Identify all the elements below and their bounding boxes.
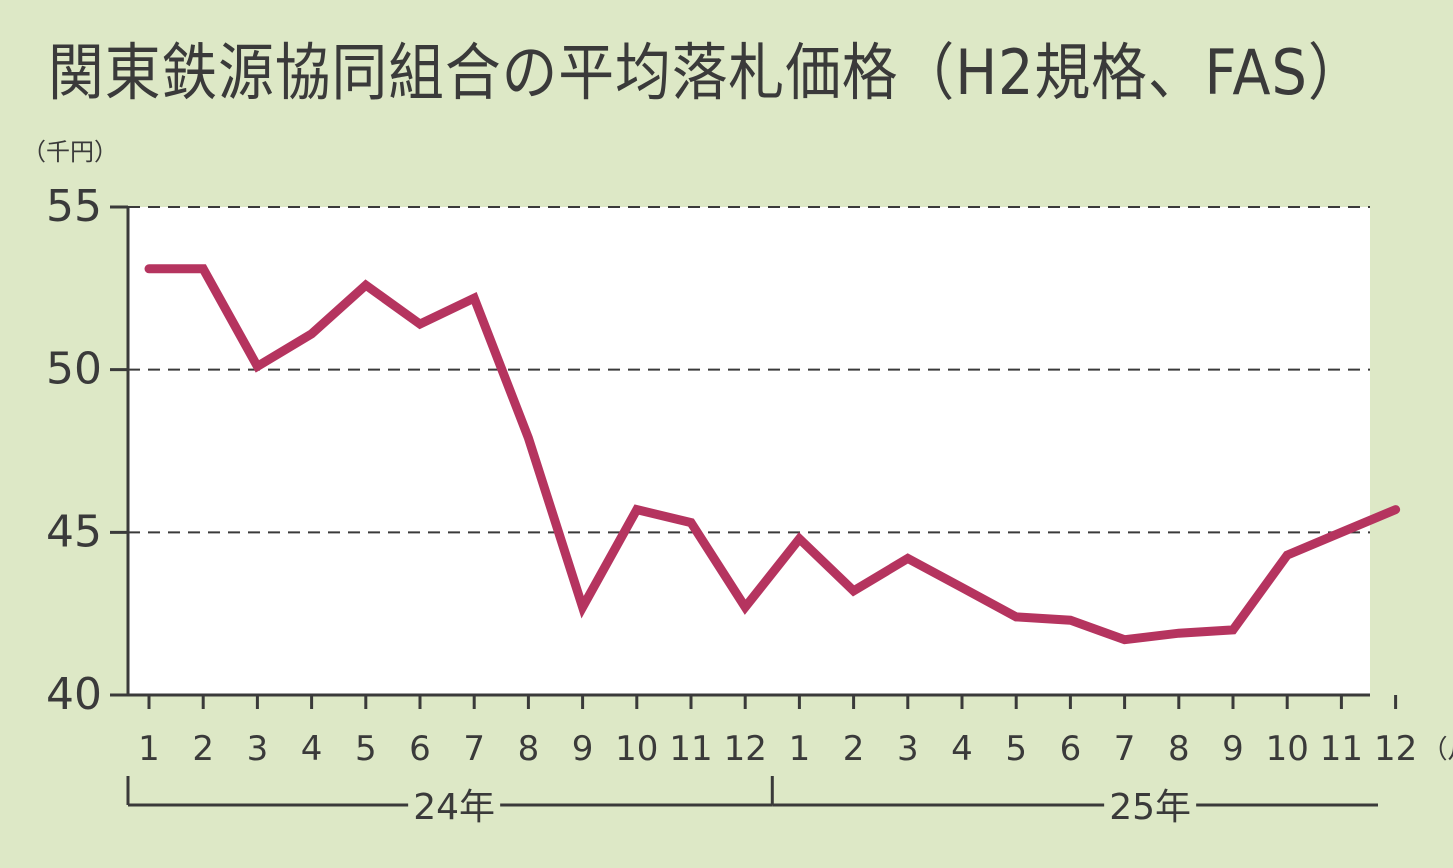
data-point — [311, 333, 313, 335]
x-tick-label: 2 — [192, 729, 214, 769]
y-axis-unit-label: （千円） — [22, 138, 118, 166]
series-line — [144, 264, 1401, 645]
data-point — [148, 268, 150, 270]
data-point — [527, 437, 529, 439]
x-tick-label: 10 — [1266, 729, 1309, 769]
data-point — [473, 297, 475, 299]
data-point — [961, 587, 963, 589]
data-point — [202, 268, 204, 270]
y-tick-label: 55 — [46, 181, 102, 232]
data-point — [798, 538, 800, 540]
plot-area — [128, 207, 1370, 695]
data-point — [1069, 619, 1071, 621]
x-tick-label: 11 — [1320, 729, 1363, 769]
x-tick-label: 12 — [1374, 729, 1417, 769]
x-tick-label: 1 — [138, 729, 160, 769]
x-tick-label: 8 — [1168, 729, 1190, 769]
gridlines — [128, 206, 1370, 534]
y-tick-labels: 55 50 45 40 — [46, 181, 102, 720]
x-tick-label: 4 — [301, 729, 323, 769]
data-point — [1395, 509, 1397, 511]
x-tick-label: 1 — [789, 729, 811, 769]
data-point — [256, 365, 258, 367]
x-tick-label: 3 — [897, 729, 919, 769]
x-tick-label: 3 — [247, 729, 269, 769]
x-tick-label: 5 — [1005, 729, 1027, 769]
x-tick-label: 6 — [1060, 729, 1082, 769]
x-tick-label: 2 — [843, 729, 865, 769]
data-point — [1178, 632, 1180, 634]
x-tick-label: 10 — [615, 729, 658, 769]
year-label: 24年 — [413, 787, 495, 828]
data-point — [1124, 639, 1126, 641]
data-point — [1015, 616, 1017, 618]
data-point — [1340, 531, 1342, 533]
x-tick-label: 8 — [518, 729, 540, 769]
data-point — [1286, 554, 1288, 556]
x-tick-label: 11 — [669, 729, 712, 769]
y-tick-label: 45 — [46, 506, 102, 557]
x-tick-label: 9 — [572, 729, 594, 769]
data-point — [582, 606, 584, 608]
year-band: 24年 25年 — [126, 776, 1378, 828]
data-point — [744, 606, 746, 608]
x-tick-label: 7 — [1114, 729, 1136, 769]
series-group — [144, 264, 1401, 645]
data-point — [690, 522, 692, 524]
data-point — [853, 590, 855, 592]
x-tick-labels: 1 2 3 4 5 6 7 8 9 10 11 12 1 2 3 4 5 6 7 8 9 10 11 12 — [138, 729, 1417, 769]
year-label: 25年 — [1109, 787, 1191, 828]
axes — [110, 205, 1398, 709]
data-point — [636, 509, 638, 511]
data-point — [365, 284, 367, 286]
y-tick-label: 50 — [46, 344, 102, 395]
x-tick-label: 7 — [463, 729, 485, 769]
x-tick-label: 5 — [355, 729, 377, 769]
data-point — [1232, 629, 1234, 631]
x-tick-label: 6 — [409, 729, 431, 769]
data-point — [907, 557, 909, 559]
x-axis-unit-label: （月） — [1422, 735, 1453, 765]
y-tick-label: 40 — [46, 669, 102, 720]
x-tick-label: 12 — [724, 729, 767, 769]
data-point — [419, 323, 421, 325]
x-tick-label: 4 — [951, 729, 973, 769]
x-tick-label: 9 — [1222, 729, 1244, 769]
chart-title: 関東鉄源協同組合の平均落札価格（H2規格、FAS） — [48, 36, 1365, 109]
